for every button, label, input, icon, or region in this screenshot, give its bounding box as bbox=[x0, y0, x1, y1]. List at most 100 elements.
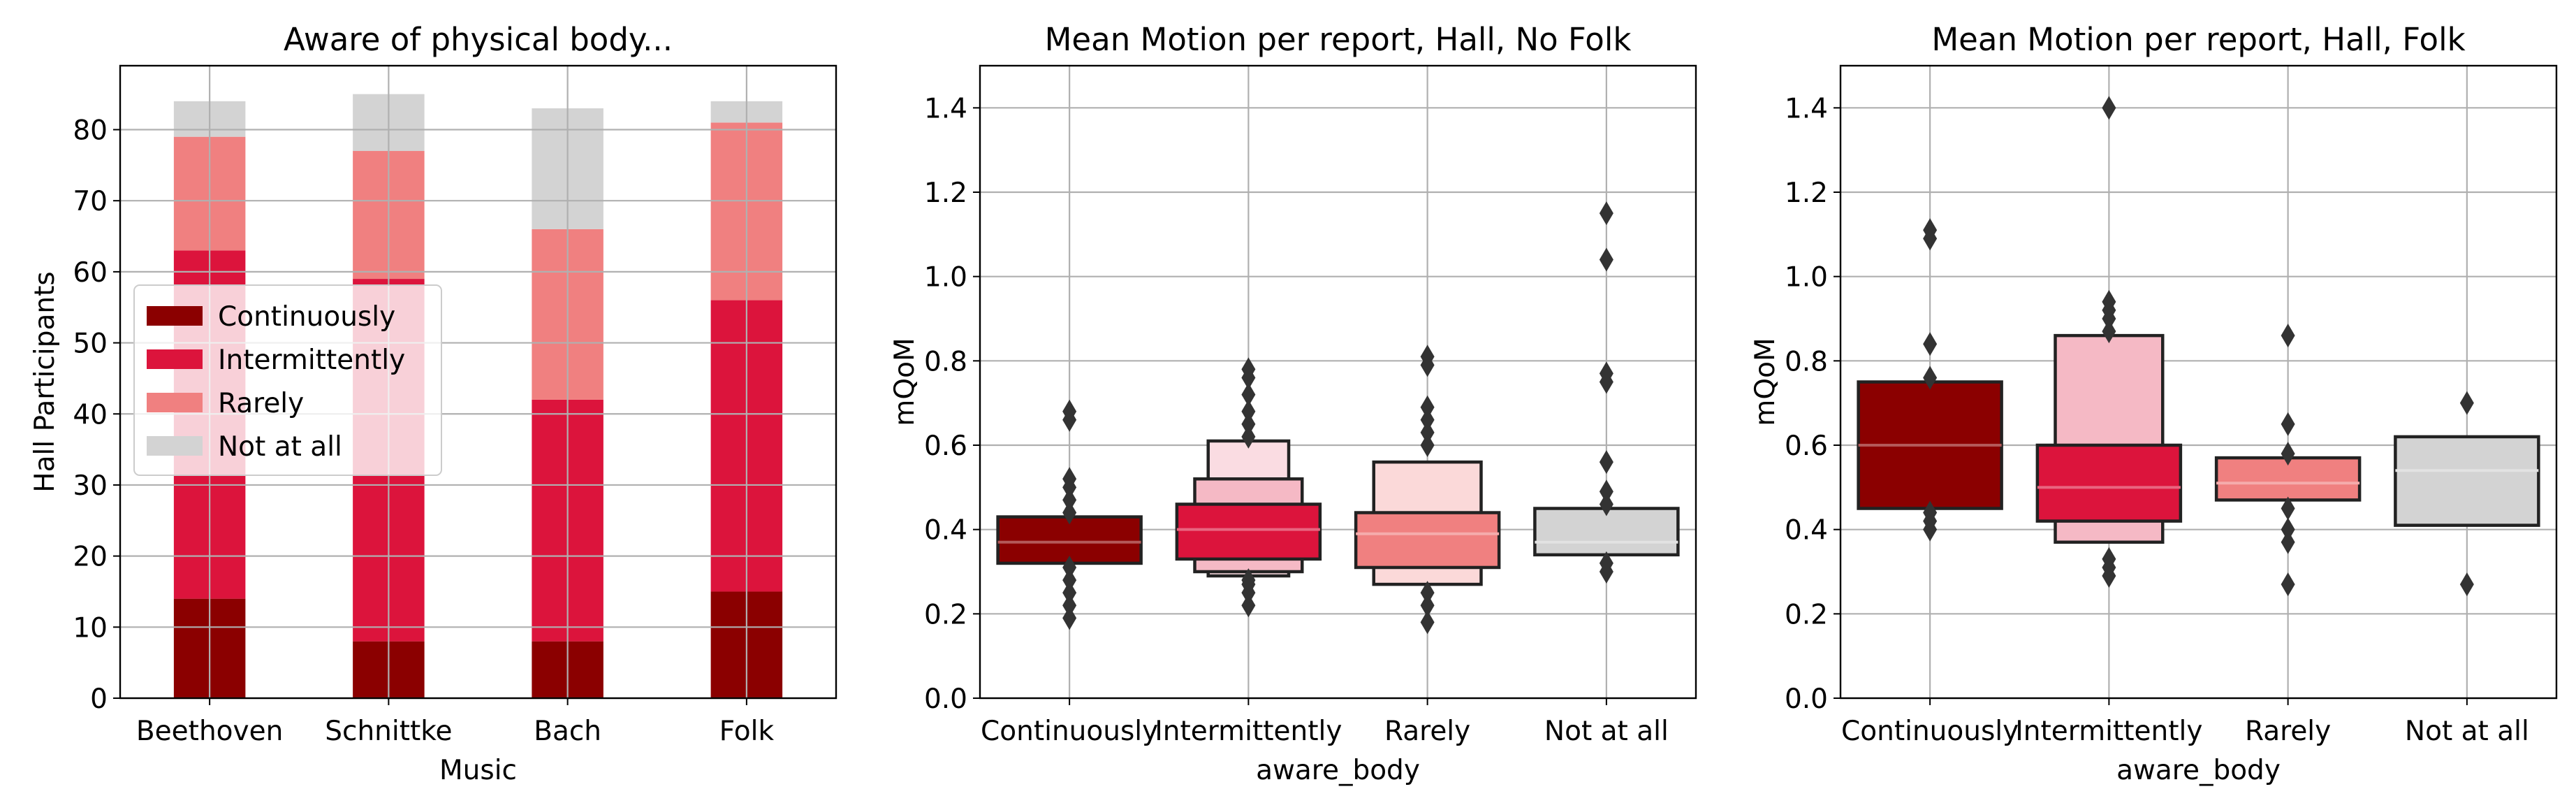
boxen-layer bbox=[996, 201, 1680, 635]
outlier-point-continuously bbox=[1062, 606, 1077, 630]
x-tick-label-rarely: Rarely bbox=[2245, 716, 2331, 747]
y-tick-label: 10 bbox=[73, 612, 108, 644]
legend-swatch-intermittently bbox=[147, 349, 203, 369]
outlier-point-rarely bbox=[2281, 572, 2295, 597]
outlier-point-rarely bbox=[1420, 345, 1435, 369]
outlier-point-continuously bbox=[1923, 332, 1938, 356]
outlier-point-intermittently bbox=[1241, 357, 1256, 382]
y-tick-label: 80 bbox=[73, 115, 108, 147]
outlier-point-continuously bbox=[1062, 467, 1077, 491]
outlier-point-intermittently bbox=[1241, 424, 1256, 449]
y-tick-label: 1.2 bbox=[924, 178, 967, 209]
y-tick-label: 0.8 bbox=[924, 346, 967, 377]
y-tick-label: 0.2 bbox=[1785, 599, 1828, 630]
legend-swatch-not-at-all bbox=[147, 436, 203, 456]
y-tick-label: 0.2 bbox=[924, 599, 967, 630]
y-axis-label: Hall Participants bbox=[29, 271, 61, 492]
outlier-point-not-at-all bbox=[1599, 551, 1613, 575]
box-rarely-level-0 bbox=[1354, 511, 1501, 570]
y-tick-label: 0.4 bbox=[924, 515, 967, 547]
box-not-at-all-level-0 bbox=[2394, 435, 2540, 527]
outlier-point-rarely bbox=[1420, 395, 1435, 419]
x-axis-label: aware_body bbox=[2116, 755, 2281, 786]
outlier-point-rarely bbox=[1420, 407, 1435, 432]
outlier-point-rarely bbox=[2281, 324, 2295, 348]
outlier-point-not-at-all bbox=[2459, 572, 2474, 597]
outlier-point-not-at-all bbox=[1599, 450, 1613, 475]
outlier-point-continuously bbox=[1062, 568, 1077, 593]
outlier-point-intermittently bbox=[1241, 399, 1256, 424]
x-tick-label-not-at-all: Not at all bbox=[1544, 716, 1669, 747]
chart-title: Aware of physical body... bbox=[284, 21, 673, 58]
outlier-point-continuously bbox=[1062, 593, 1077, 618]
y-tick-label: 30 bbox=[73, 470, 108, 502]
x-tick-label-not-at-all: Not at all bbox=[2405, 716, 2529, 747]
outlier-point-not-at-all bbox=[1599, 479, 1613, 504]
y-axis-label: mQoM bbox=[1750, 338, 1781, 426]
y-tick-label: 1.0 bbox=[924, 262, 967, 294]
y-tick-label: 50 bbox=[73, 328, 108, 360]
outlier-point-continuously bbox=[1062, 488, 1077, 512]
y-tick-label: 60 bbox=[73, 257, 108, 289]
x-tick-label-bach: Bach bbox=[534, 716, 601, 747]
chart-title: Mean Motion per report, Hall, No Folk bbox=[1045, 21, 1632, 58]
outlier-point-continuously bbox=[1923, 500, 1938, 525]
outlier-point-rarely bbox=[1420, 581, 1435, 605]
outlier-point-not-at-all bbox=[1599, 361, 1613, 386]
outlier-point-continuously bbox=[1062, 500, 1077, 525]
legend-label-rarely: Rarely bbox=[218, 388, 304, 419]
y-tick-label: 40 bbox=[73, 399, 108, 431]
x-axis-label: Music bbox=[439, 755, 517, 786]
outlier-point-continuously bbox=[1062, 555, 1077, 579]
x-tick-label-schnittke: Schnittke bbox=[325, 716, 452, 747]
y-tick-label: 20 bbox=[73, 542, 108, 573]
box-continuously-level-0 bbox=[996, 515, 1143, 565]
y-tick-label: 0 bbox=[90, 684, 108, 715]
y-tick-label: 1.0 bbox=[1785, 262, 1828, 294]
outlier-point-rarely bbox=[1420, 433, 1435, 457]
outlier-point-not-at-all bbox=[1599, 492, 1613, 516]
outlier-point-rarely bbox=[2281, 530, 2295, 554]
legend-box bbox=[133, 284, 442, 476]
y-tick-label: 70 bbox=[73, 186, 108, 217]
y-tick-label: 0.8 bbox=[1785, 346, 1828, 377]
y-tick-label: 0.0 bbox=[924, 684, 967, 715]
outlier-point-rarely bbox=[2281, 442, 2295, 466]
outlier-point-continuously bbox=[1923, 366, 1938, 390]
outlier-point-intermittently bbox=[1241, 593, 1256, 618]
boxen-plot-no-folk-panel: Mean Motion per report, Hall, No Folk 0.0… bbox=[889, 21, 1697, 786]
y-tick-label: 0.4 bbox=[1785, 515, 1828, 547]
x-tick-label-continuously: Continuously bbox=[981, 716, 1158, 747]
outlier-point-rarely bbox=[1420, 610, 1435, 635]
outlier-point-continuously bbox=[1923, 218, 1938, 243]
x-tick-label-rarely: Rarely bbox=[1384, 716, 1470, 747]
y-tick-label: 1.2 bbox=[1785, 178, 1828, 209]
x-tick-label-intermittently: Intermittently bbox=[2015, 716, 2202, 747]
legend-label-intermittently: Intermittently bbox=[218, 345, 405, 376]
x-tick-label-folk: Folk bbox=[719, 716, 775, 747]
outlier-point-intermittently bbox=[1241, 412, 1256, 436]
outlier-point-intermittently bbox=[1241, 568, 1256, 593]
outlier-point-rarely bbox=[1420, 593, 1435, 618]
outlier-point-intermittently bbox=[2102, 319, 2116, 344]
x-axis-label: aware_body bbox=[1256, 755, 1420, 786]
axes-frame bbox=[119, 64, 837, 700]
box-intermittently-level-0 bbox=[2035, 443, 2183, 523]
x-tick-label-continuously: Continuously bbox=[1841, 716, 2019, 747]
outlier-point-not-at-all bbox=[1599, 247, 1613, 272]
outlier-point-rarely bbox=[1420, 420, 1435, 444]
outlier-point-rarely bbox=[2281, 412, 2295, 436]
axes-frame bbox=[979, 64, 1697, 700]
legend-label-continuously: Continuously bbox=[218, 301, 395, 333]
outlier-point-intermittently bbox=[2102, 547, 2116, 571]
outlier-point-intermittently bbox=[2102, 289, 2116, 314]
outlier-point-intermittently bbox=[2102, 96, 2116, 120]
outlier-point-not-at-all bbox=[1599, 201, 1613, 226]
legend-swatch-rarely bbox=[147, 393, 203, 412]
boxen-plot-folk-panel: Mean Motion per report, Hall, Folk 0.0 0.2… bbox=[1750, 21, 2558, 786]
outlier-point-rarely bbox=[2281, 496, 2295, 521]
legend-swatch-continuously bbox=[147, 306, 203, 326]
outlier-point-continuously bbox=[1062, 399, 1077, 424]
y-tick-label: 1.4 bbox=[924, 93, 967, 124]
